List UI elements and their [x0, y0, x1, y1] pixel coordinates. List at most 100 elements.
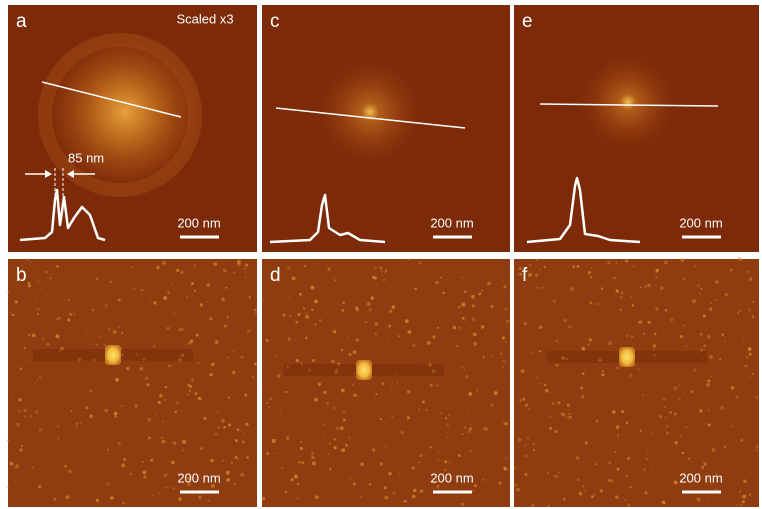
speck: [42, 338, 45, 341]
speck: [539, 383, 540, 384]
speck: [28, 284, 31, 287]
speck: [348, 337, 349, 338]
speck: [617, 434, 619, 436]
speck: [91, 309, 94, 312]
speck: [464, 369, 466, 371]
speck: [555, 364, 558, 367]
speck: [57, 425, 59, 427]
speck: [234, 483, 236, 485]
speck: [544, 266, 546, 268]
speck: [742, 495, 746, 499]
speck: [262, 497, 265, 500]
speck: [644, 491, 647, 494]
speck: [666, 432, 669, 435]
speck: [285, 391, 287, 393]
speck: [86, 330, 87, 331]
speck: [288, 297, 290, 299]
speck: [506, 319, 510, 323]
speck: [375, 333, 378, 336]
speck: [401, 431, 405, 435]
speck: [524, 455, 527, 458]
speck: [226, 471, 230, 475]
speck: [248, 296, 251, 299]
speck: [294, 475, 298, 479]
speck: [708, 501, 709, 502]
speck: [355, 307, 358, 310]
speck: [211, 363, 215, 367]
speck: [333, 406, 336, 409]
speck: [314, 299, 318, 303]
speck: [200, 447, 202, 449]
speck: [25, 258, 28, 261]
speck: [567, 416, 570, 419]
speck: [407, 390, 410, 393]
speck: [135, 405, 138, 408]
speck: [615, 289, 618, 292]
speck: [315, 323, 317, 325]
speck: [652, 468, 654, 470]
speck: [430, 446, 432, 448]
speck: [215, 340, 219, 344]
speck: [674, 413, 677, 416]
speck: [375, 322, 379, 326]
panel: c200 nm: [262, 5, 510, 252]
speck: [274, 452, 276, 454]
speck: [175, 411, 177, 413]
speck: [206, 283, 210, 287]
speck: [521, 369, 525, 373]
speck: [404, 500, 407, 503]
speck: [582, 347, 586, 351]
speck: [349, 477, 351, 479]
speck: [743, 480, 747, 484]
speck: [108, 328, 110, 330]
speck: [440, 277, 442, 279]
speck: [655, 276, 657, 278]
speck: [182, 449, 184, 451]
speck: [171, 461, 175, 465]
speck: [465, 375, 469, 379]
speck: [311, 456, 314, 459]
speck: [536, 286, 539, 289]
speck: [392, 491, 396, 495]
speck: [76, 423, 78, 425]
speck: [462, 317, 465, 320]
speck: [167, 291, 170, 294]
speck: [181, 328, 183, 330]
speck: [748, 347, 752, 351]
speck: [110, 496, 113, 499]
speck: [536, 259, 538, 261]
speck: [104, 344, 106, 346]
speck: [18, 410, 20, 412]
speck: [709, 355, 713, 359]
speck: [433, 488, 434, 489]
speck: [194, 264, 196, 266]
speck: [75, 425, 78, 428]
speck: [225, 287, 227, 289]
speck: [756, 445, 759, 448]
speck: [412, 466, 415, 469]
speck: [669, 411, 672, 414]
speck: [7, 486, 9, 488]
speck: [695, 265, 697, 267]
speck: [385, 270, 388, 273]
speck: [152, 494, 154, 496]
speck: [408, 330, 412, 334]
scale-bar-label: 200 nm: [430, 470, 473, 485]
speck: [582, 485, 584, 487]
speck: [601, 373, 604, 376]
speck: [577, 265, 580, 268]
speck: [462, 433, 464, 435]
speck: [607, 261, 610, 264]
speck: [678, 398, 680, 400]
speck: [178, 497, 182, 501]
speck: [482, 356, 484, 358]
speck: [591, 268, 592, 269]
speck: [502, 365, 504, 367]
speck: [504, 468, 506, 470]
speck: [252, 376, 254, 378]
speck: [236, 428, 239, 431]
speck: [561, 412, 565, 416]
speck: [613, 301, 615, 303]
speck: [209, 317, 213, 321]
